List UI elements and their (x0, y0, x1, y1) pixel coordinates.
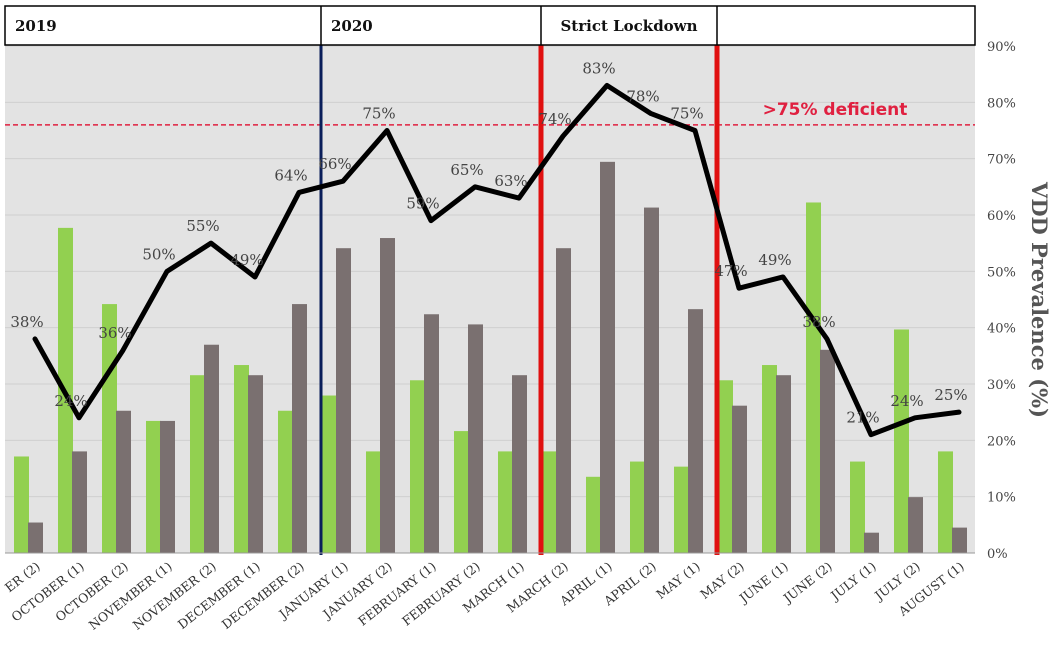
gray-bar-3 (160, 420, 175, 553)
data-label-14: 78% (626, 88, 659, 106)
data-label-3: 50% (142, 245, 175, 263)
data-label-12: 74% (538, 110, 571, 128)
data-label-7: 66% (318, 155, 351, 173)
period-label-1: 2020 (331, 17, 373, 35)
green-bar-9 (410, 380, 425, 553)
data-label-6: 64% (274, 166, 307, 184)
green-bar-4 (190, 375, 205, 553)
data-label-0: 38% (10, 313, 43, 331)
threshold-line: >75% deficient (5, 100, 975, 126)
x-axis-ticks: ER (2)OCTOBER (1)OCTOBER (2)NOVEMBER (1)… (2, 559, 967, 633)
gray-bar-13 (600, 161, 615, 553)
gray-bar-9 (424, 314, 439, 553)
x-tick-9: FEBRUARY (1) (355, 559, 439, 629)
data-label-8: 75% (362, 105, 395, 123)
gray-bar-7 (336, 248, 351, 553)
gray-bar-20 (908, 497, 923, 553)
gray-bar-11 (512, 375, 527, 553)
green-bar-6 (278, 410, 293, 553)
data-label-18: 38% (802, 313, 835, 331)
y-tick-7: 70% (987, 153, 1016, 168)
gray-bar-8 (380, 238, 395, 554)
data-label-4: 55% (186, 217, 219, 235)
data-label-5: 49% (230, 251, 263, 269)
y-tick-3: 30% (987, 378, 1016, 393)
gray-bar-0 (28, 522, 43, 553)
x-tick-15: MAY (1) (653, 559, 703, 602)
data-label-1: 24% (54, 392, 87, 410)
green-bar-0 (14, 456, 29, 553)
green-bar-5 (234, 365, 249, 553)
data-label-9: 59% (406, 195, 439, 213)
data-label-16: 47% (714, 262, 747, 280)
period-label-2: Strict Lockdown (560, 17, 697, 35)
gray-bar-12 (556, 248, 571, 553)
green-bar-12 (542, 451, 557, 553)
x-tick-17: JUNE (1) (735, 559, 791, 607)
gray-bar-21 (952, 527, 967, 553)
y-tick-5: 50% (987, 265, 1016, 280)
y-tick-1: 10% (987, 491, 1016, 506)
y-axis-label: VDD Prevalence (%) (1027, 181, 1052, 418)
green-bar-3 (146, 420, 161, 553)
y-tick-2: 20% (987, 434, 1016, 449)
period-header: 2019 2020 Strict Lockdown (4, 5, 976, 554)
data-label-11: 63% (494, 172, 527, 190)
data-label-17: 49% (758, 251, 791, 269)
data-label-15: 75% (670, 105, 703, 123)
period-header-box (4, 5, 976, 46)
green-bar-19 (850, 461, 865, 553)
gray-bar-14 (644, 207, 659, 553)
x-tick-10: FEBRUARY (2) (399, 559, 483, 629)
y-tick-0: 0% (987, 547, 1008, 562)
data-label-13: 83% (582, 59, 615, 77)
gray-bar-17 (776, 375, 791, 553)
data-label-20: 24% (890, 392, 923, 410)
green-bar-21 (938, 451, 953, 553)
period-label-0: 2019 (15, 17, 57, 35)
gray-bar-16 (732, 405, 747, 553)
green-bar-10 (454, 431, 469, 553)
green-bar-8 (366, 451, 381, 553)
y-tick-8: 80% (987, 96, 1016, 111)
prevalence-line (32, 82, 962, 438)
y-tick-9: 90% (987, 40, 1016, 55)
data-label-21: 25% (934, 386, 967, 404)
green-bar-17 (762, 365, 777, 553)
gray-bar-6 (292, 304, 307, 553)
gray-bar-1 (72, 451, 87, 553)
data-label-2: 36% (98, 324, 131, 342)
green-bar-14 (630, 461, 645, 553)
gray-bar-4 (204, 344, 219, 553)
gray-bar-19 (864, 532, 879, 553)
prevalence-line-path (32, 82, 962, 438)
gray-bar-5 (248, 375, 263, 553)
green-bar-16 (718, 380, 733, 553)
period-dividers (319, 6, 720, 555)
gray-bar-18 (820, 349, 835, 553)
green-bar-11 (498, 451, 513, 553)
gray-bar-15 (688, 309, 703, 553)
y-axis-ticks: 0% 10% 20% 30% 40% 50% 60% 70% 80% 90% (987, 40, 1016, 562)
green-bar-18 (806, 202, 821, 554)
threshold-label: >75% deficient (763, 100, 908, 120)
data-label-19: 21% (846, 409, 879, 427)
green-bar-20 (894, 329, 909, 553)
green-bar-13 (586, 476, 601, 553)
green-bar-7 (322, 395, 337, 553)
y-tick-6: 60% (987, 209, 1016, 224)
data-label-10: 65% (450, 161, 483, 179)
bars (14, 161, 967, 554)
y-tick-4: 40% (987, 322, 1016, 337)
x-tick-18: JUNE (2) (779, 559, 835, 607)
gray-bar-10 (468, 324, 483, 553)
gray-bar-2 (116, 410, 131, 553)
data-labels: 38% 24% 36% 50% 55% 49% 64% 66% 75% 59% 65% 63% 74% 8… (10, 59, 967, 426)
green-bar-15 (674, 466, 689, 553)
x-tick-19: JULY (1) (826, 559, 879, 605)
